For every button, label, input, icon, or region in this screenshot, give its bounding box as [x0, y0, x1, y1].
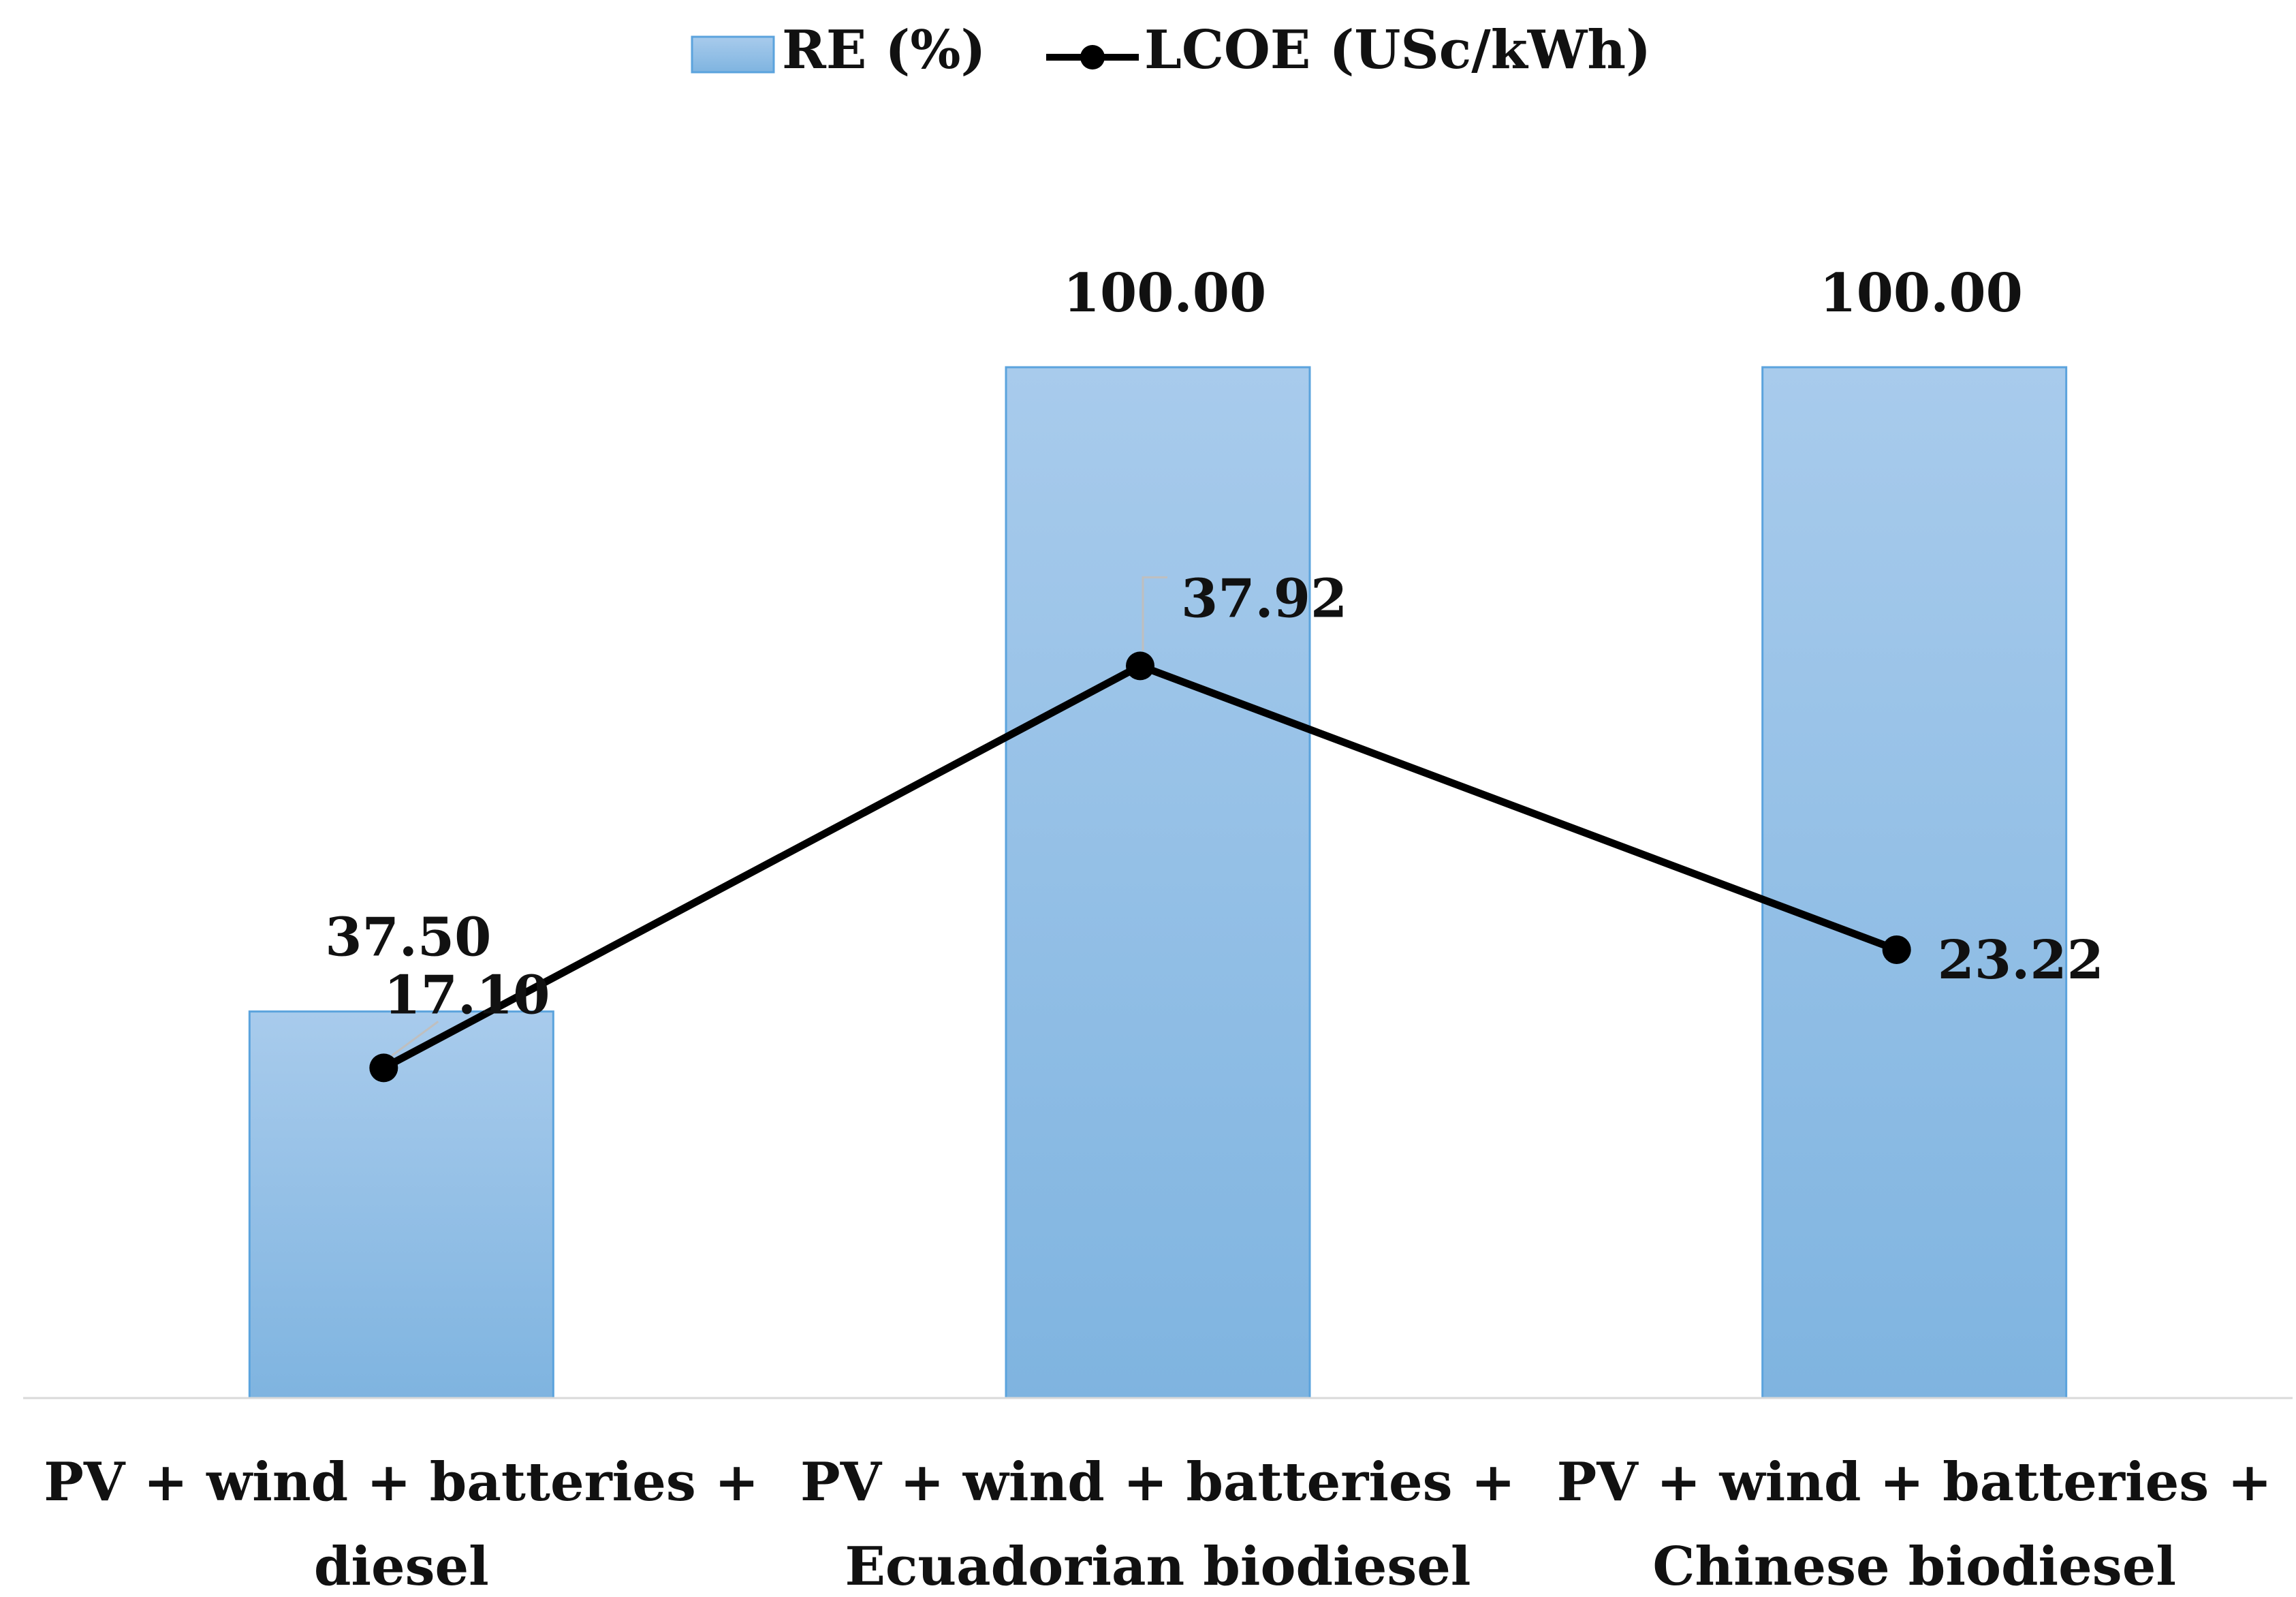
lcoe-label-leaders [391, 576, 1167, 1057]
re-data-labels: 37.50 100.00 100.00 [325, 262, 2023, 969]
lcoe-label: 37.92 [1181, 568, 1347, 630]
category-label: Chinese biodiesel [1652, 1536, 2176, 1597]
lcoe-label: 23.22 [1938, 929, 2104, 991]
lcoe-leader [1142, 576, 1167, 651]
category-label: PV + wind + batteries + [1557, 1451, 2272, 1513]
lcoe-marker [1882, 935, 1911, 964]
legend-label-lcoe: LCOE (USc/kWh) [1144, 19, 1651, 81]
re-bar-label: 37.50 [325, 907, 491, 969]
category-label: PV + wind + batteries + [44, 1451, 759, 1513]
lcoe-marker [369, 1053, 398, 1083]
re-bar [1005, 366, 1311, 1399]
legend-label-re: RE (%) [782, 19, 986, 81]
re-bar-label: 100.00 [1063, 262, 1267, 324]
re-bars [248, 366, 2068, 1399]
category-label: PV + wind + batteries + [800, 1451, 1515, 1513]
re-bar [248, 1010, 554, 1399]
legend-swatch-lcoe-marker [1080, 45, 1105, 69]
category-label: diesel [314, 1536, 489, 1597]
lcoe-label: 17.10 [383, 964, 550, 1026]
legend: RE (%) LCOE (USc/kWh) [691, 19, 1651, 81]
lcoe-marker [1126, 651, 1154, 681]
category-label: Ecuadorian biodiesel [845, 1536, 1471, 1597]
legend-swatch-re [691, 35, 775, 74]
lcoe-data-labels: 17.10 37.92 23.22 [383, 568, 2104, 1026]
lcoe-leader [391, 1021, 439, 1057]
x-axis-category-labels: PV + wind + batteries + diesel PV + wind +… [44, 1451, 2271, 1597]
re-bar [1761, 366, 2068, 1399]
re-bar-label: 100.00 [1819, 262, 2023, 324]
lcoe-line-series [369, 651, 1911, 1083]
